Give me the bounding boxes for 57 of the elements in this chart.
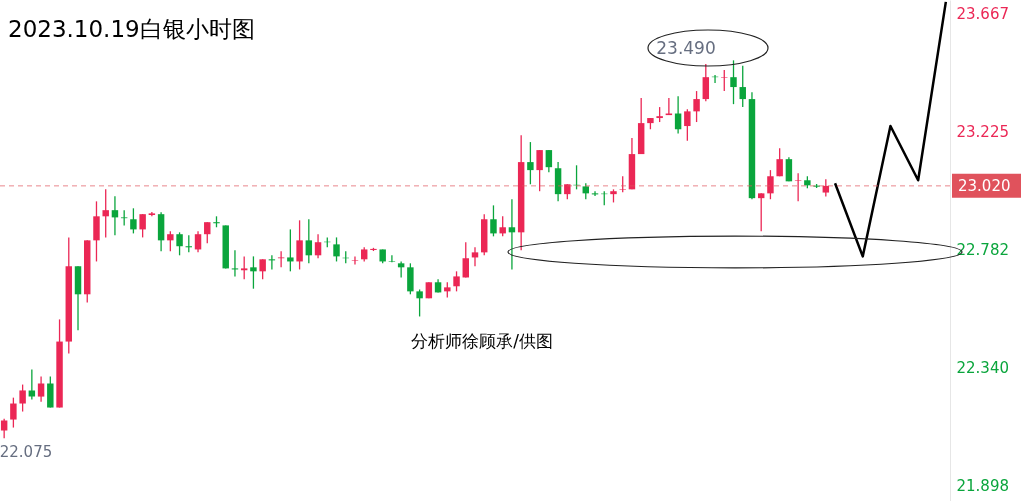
candlestick <box>204 221 211 244</box>
annotation: 23.490 <box>656 38 716 58</box>
candlestick <box>453 270 460 293</box>
candlestick <box>250 255 257 290</box>
y-tick-label: 21.898 <box>956 477 1009 496</box>
candlestick <box>314 233 322 259</box>
y-tick-label: 23.667 <box>956 4 1009 23</box>
candlestick <box>739 65 746 108</box>
candlestick <box>767 169 774 200</box>
candlestick <box>702 63 710 102</box>
candlestick <box>240 255 248 280</box>
y-tick-label: 22.782 <box>956 240 1009 259</box>
candlestick <box>176 231 183 256</box>
candlestick <box>259 258 266 280</box>
candlestick <box>776 147 783 177</box>
candlestick <box>130 207 137 235</box>
y-tick-label: 23.225 <box>956 122 1009 141</box>
candlestick <box>545 149 553 173</box>
candlestick <box>351 255 359 266</box>
candlestick <box>730 59 737 105</box>
ref-line-label: 23.020 <box>958 176 1011 195</box>
candlestick <box>721 69 728 92</box>
candlestick <box>139 213 146 239</box>
candlestick <box>693 90 700 123</box>
candlestick <box>416 288 423 318</box>
candlestick <box>397 260 405 279</box>
candlestick <box>794 172 802 203</box>
line-series <box>833 0 948 258</box>
candlestick <box>527 141 534 185</box>
candlestick <box>28 368 36 401</box>
annotation: 22.075 <box>0 443 53 461</box>
candlestick <box>508 198 516 271</box>
y-tick-label: 22.340 <box>956 358 1009 377</box>
candlestick <box>785 156 793 182</box>
candlestick <box>10 397 17 429</box>
candlestick <box>305 218 313 264</box>
candlestick <box>490 204 497 237</box>
candlestick <box>333 236 340 263</box>
text: 2023.10.19白银小时图 <box>8 16 255 42</box>
candlestick <box>674 95 682 135</box>
candlestick <box>757 192 765 232</box>
candlestick <box>462 241 469 279</box>
candlestick <box>37 375 45 403</box>
candlestick <box>536 149 543 192</box>
candlestick <box>388 254 396 263</box>
candlestick <box>277 250 285 268</box>
annotation: 分析师徐顾承/供图 <box>411 331 553 351</box>
candlestick <box>684 108 691 142</box>
candlestick <box>287 228 294 272</box>
candlestick <box>19 383 26 413</box>
candlestick <box>102 188 109 239</box>
candlestick <box>471 246 479 267</box>
candlestick <box>499 215 506 237</box>
candlestick <box>194 230 202 254</box>
candlestick <box>665 97 673 116</box>
candlestick <box>167 230 174 252</box>
candlestick <box>296 219 303 271</box>
